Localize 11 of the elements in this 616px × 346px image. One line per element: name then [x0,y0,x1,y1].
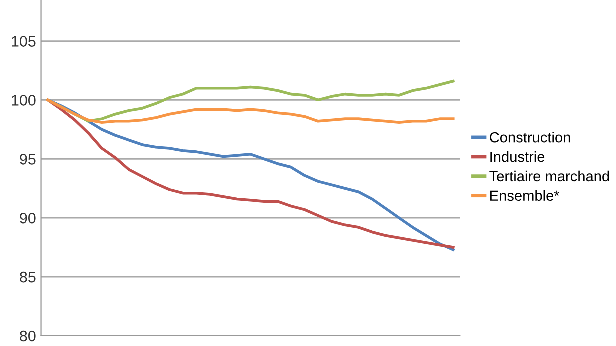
line-series [46,98,455,124]
y-tick-label: 95 [20,154,36,165]
y-tick-label: 105 [12,36,36,47]
y-tick-label: 90 [20,212,36,224]
y-tick-label: 85 [20,272,36,283]
legend-label: Ensemble* [490,190,560,202]
y-tick-label: 100 [12,95,36,106]
legend-label: Tertiaire marchand [490,170,610,182]
legend-label: Construction [490,132,570,143]
y-tick-label: 80 [20,330,36,342]
legend-label: Industrie [490,151,545,162]
